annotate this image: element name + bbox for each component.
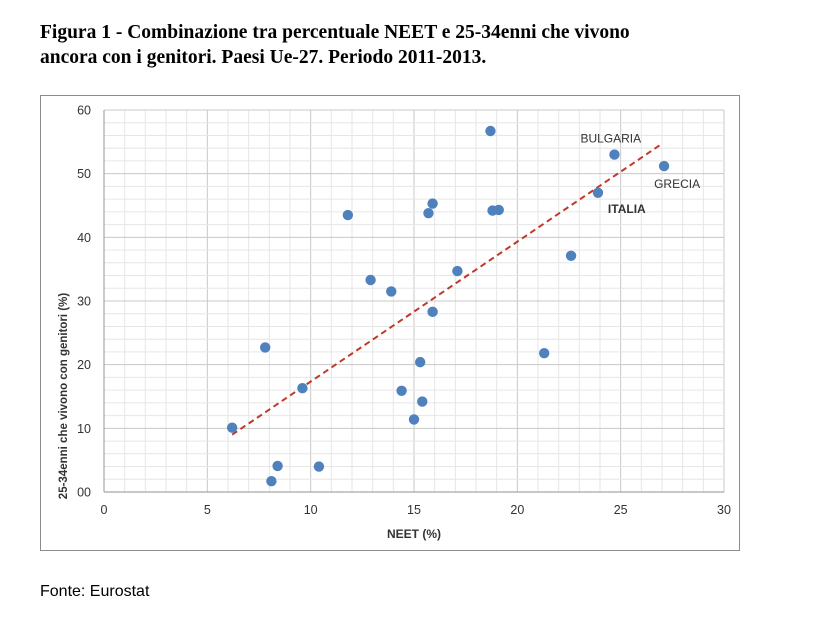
figure-title-line-1: Figura 1 - Combinazione tra percentuale … bbox=[40, 22, 630, 43]
trendline-group bbox=[231, 142, 663, 436]
data-point bbox=[272, 460, 283, 472]
data-point bbox=[260, 342, 271, 353]
point-label-italia: ITALIA bbox=[608, 202, 646, 216]
y-tick-label: 10 bbox=[77, 422, 91, 436]
data-point bbox=[427, 198, 438, 209]
x-tick-label: 5 bbox=[204, 503, 211, 517]
point-label-bulgaria: BULGARIA bbox=[580, 132, 641, 146]
data-point bbox=[485, 125, 496, 137]
data-point bbox=[539, 348, 550, 359]
data-point bbox=[297, 383, 308, 394]
data-point bbox=[417, 396, 428, 407]
data-point bbox=[493, 204, 504, 216]
data-point bbox=[226, 422, 238, 433]
x-tick-label: 10 bbox=[304, 503, 318, 517]
data-point bbox=[408, 414, 420, 425]
x-axis-title: NEET (%) bbox=[387, 527, 441, 541]
data-point bbox=[396, 385, 407, 396]
data-point bbox=[452, 265, 463, 277]
chart-frame: 0 5 10 15 20 25 30 00 10 20 30 40 50 60 ITALIA BULGARI… bbox=[40, 95, 740, 551]
point-label-grecia: GRECIA bbox=[654, 177, 700, 191]
y-tick-label: 60 bbox=[77, 104, 91, 118]
data-point bbox=[342, 209, 354, 221]
x-tick-label: 0 bbox=[101, 503, 108, 517]
axes: 0 5 10 15 20 25 30 00 10 20 30 40 50 60 bbox=[77, 104, 731, 518]
x-tick-label: 15 bbox=[407, 503, 421, 517]
data-point bbox=[313, 461, 325, 472]
x-tick-label: 20 bbox=[510, 503, 524, 517]
data-points bbox=[226, 125, 670, 487]
data-point bbox=[658, 160, 670, 172]
grid bbox=[103, 109, 725, 493]
data-point bbox=[266, 475, 277, 487]
x-tick-label: 30 bbox=[717, 503, 731, 517]
y-tick-label: 50 bbox=[77, 167, 91, 181]
x-tick-label: 25 bbox=[614, 503, 628, 517]
data-point bbox=[365, 274, 376, 286]
y-tick-label: 20 bbox=[77, 358, 91, 372]
data-point bbox=[609, 149, 620, 160]
scatter-chart: 0 5 10 15 20 25 30 00 10 20 30 40 50 60 ITALIA BULGARI… bbox=[58, 104, 731, 542]
figure-title: Figura 1 - Combinazione tra percentuale … bbox=[40, 20, 800, 70]
data-point bbox=[386, 286, 397, 297]
y-tick-label: 30 bbox=[77, 295, 91, 309]
trendline bbox=[231, 142, 663, 436]
point-labels: ITALIA BULGARIA GRECIA bbox=[580, 132, 700, 216]
data-point bbox=[592, 187, 604, 198]
data-point bbox=[415, 356, 426, 368]
data-point bbox=[423, 207, 434, 219]
data-point bbox=[565, 250, 577, 261]
y-tick-label: 40 bbox=[77, 231, 91, 245]
source-note: Fonte: Eurostat bbox=[40, 583, 150, 600]
figure-title-line-2: ancora con i genitori. Paesi Ue-27. Peri… bbox=[40, 47, 487, 68]
y-axis-title: 25-34enni che vivono con genitori (%) bbox=[58, 293, 70, 500]
y-tick-label: 00 bbox=[77, 486, 91, 500]
data-point bbox=[427, 306, 438, 318]
